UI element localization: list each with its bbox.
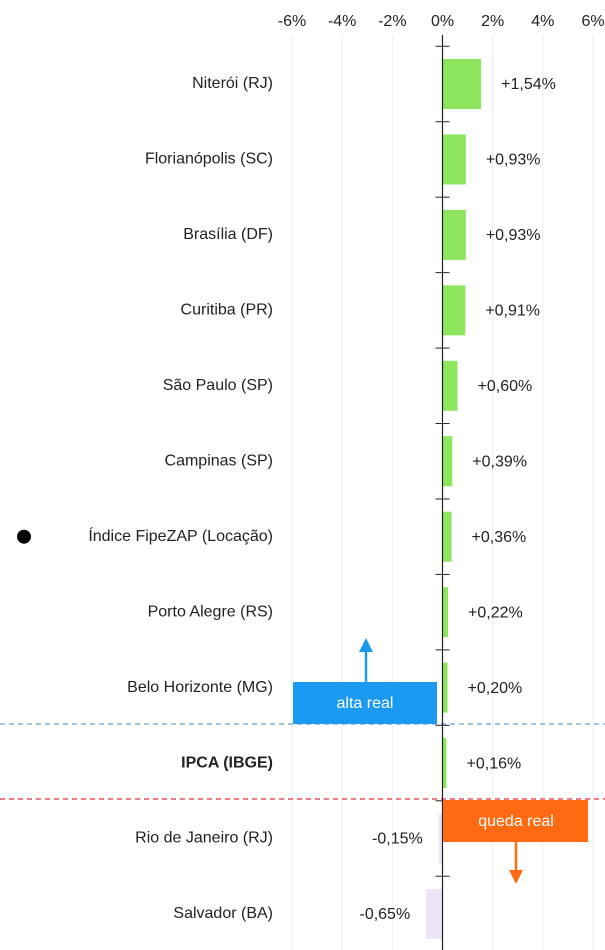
value-label: +0,39% <box>472 453 527 470</box>
bar <box>426 888 443 939</box>
value-label: +0,93% <box>486 152 541 169</box>
value-label: -0,65% <box>359 906 410 923</box>
category-label: Rio de Janeiro (RJ) <box>135 830 273 847</box>
category-label: Salvador (BA) <box>173 905 273 922</box>
value-label: +0,22% <box>468 604 523 621</box>
value-label: +0,36% <box>472 529 527 546</box>
bar <box>442 662 448 713</box>
bar <box>442 285 466 336</box>
marker-dot <box>17 529 31 544</box>
annotation-box <box>293 682 437 724</box>
x-tick-label: 4% <box>531 13 554 30</box>
bar <box>442 436 453 487</box>
category-label: Curitiba (PR) <box>181 302 273 319</box>
category-label: São Paulo (SP) <box>163 377 273 394</box>
annotation-arrowhead <box>359 638 373 652</box>
bar <box>442 738 447 789</box>
value-label: +0,91% <box>485 303 540 320</box>
category-label: IPCA (IBGE) <box>181 754 273 771</box>
value-label: -0,15% <box>372 831 423 848</box>
bar <box>442 134 466 185</box>
value-label: +0,16% <box>467 755 522 772</box>
value-label: +1,54% <box>501 76 556 93</box>
value-label: +0,20% <box>468 680 523 697</box>
bar <box>442 511 452 562</box>
bar <box>442 209 466 260</box>
category-label: Campinas (SP) <box>165 452 273 469</box>
category-label: Porto Alegre (RS) <box>148 603 273 620</box>
bar <box>442 360 458 411</box>
bar <box>442 59 482 109</box>
x-tick-label: 6% <box>581 13 604 30</box>
x-tick-label: 0% <box>431 13 454 30</box>
bar <box>442 587 449 638</box>
x-tick-label: 2% <box>481 13 504 30</box>
annotation-arrowhead <box>509 870 523 884</box>
value-label: +0,60% <box>478 378 533 395</box>
x-tick-label: -4% <box>328 13 356 30</box>
annotation-box <box>443 800 588 842</box>
x-tick-label: -6% <box>278 13 306 30</box>
annotation-text: queda real <box>478 813 554 830</box>
bar <box>438 813 443 864</box>
category-label: Niterói (RJ) <box>192 75 273 92</box>
category-label: Florianópolis (SC) <box>145 151 273 168</box>
category-label: Belo Horizonte (MG) <box>127 679 273 696</box>
x-tick-label: -2% <box>378 13 406 30</box>
annotation-text: alta real <box>337 695 394 712</box>
category-label: Índice FipeZAP (Locação) <box>88 526 273 545</box>
category-label: Brasília (DF) <box>183 226 273 243</box>
value-label: +0,93% <box>486 227 541 244</box>
